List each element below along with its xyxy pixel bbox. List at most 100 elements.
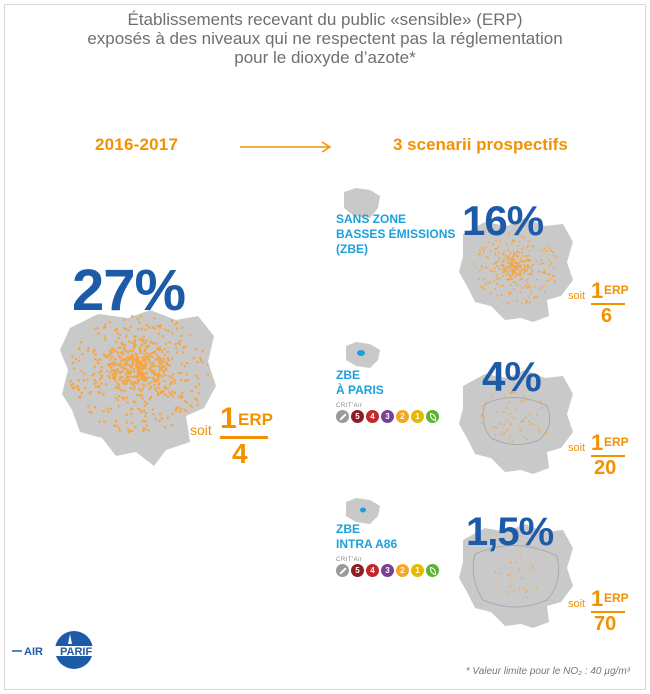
erp-dot <box>143 366 146 369</box>
erp-dot <box>170 376 173 379</box>
erp-dot <box>194 348 197 351</box>
erp-dot <box>143 378 147 381</box>
erp-dot <box>126 401 129 404</box>
erp-dot <box>113 424 116 427</box>
erp-dot <box>74 358 77 361</box>
erp-dot <box>127 428 130 431</box>
erp-dot <box>512 273 514 276</box>
erp-dot <box>510 278 512 281</box>
erp-dot <box>113 363 116 366</box>
erp-dot <box>103 326 106 329</box>
erp-dot <box>522 255 524 257</box>
erp-dot <box>151 408 154 411</box>
erp-dot <box>143 356 146 359</box>
erp-dot <box>109 407 112 411</box>
erp-dot <box>83 372 86 375</box>
percent-scenario-2: 4% <box>482 353 542 400</box>
erp-dot <box>512 281 515 283</box>
erp-dot <box>125 334 128 337</box>
erp-dot <box>157 358 160 361</box>
erp-dot <box>133 343 136 346</box>
erp-dot <box>512 269 515 271</box>
erp-dot <box>549 273 551 276</box>
erp-dot <box>508 257 510 259</box>
erp-dot <box>127 363 130 367</box>
erp-dot <box>182 346 186 349</box>
erp-dot <box>154 380 158 383</box>
erp-dot <box>159 361 162 364</box>
erp-dot <box>116 368 119 371</box>
erp-dot <box>553 255 555 257</box>
erp-dot <box>514 267 517 270</box>
erp-dot <box>123 364 126 367</box>
erp-dot <box>122 347 126 350</box>
erp-dot <box>541 407 543 409</box>
erp-dot <box>493 267 496 269</box>
erp-dot <box>531 270 534 273</box>
erp-dot <box>137 369 140 372</box>
erp-dot <box>175 406 178 409</box>
erp-dot <box>524 285 526 288</box>
erp-dot <box>499 277 501 280</box>
erp-dot <box>509 291 512 294</box>
erp-dot <box>105 383 108 386</box>
erp-dot <box>196 399 199 402</box>
erp-dot <box>167 329 170 333</box>
erp-dot <box>520 278 523 281</box>
erp-dot <box>155 353 158 356</box>
erp-dot <box>143 349 146 352</box>
erp-dot <box>125 379 128 382</box>
erp-dot <box>509 262 511 265</box>
erp-dot <box>512 261 514 264</box>
erp-dot <box>141 371 144 374</box>
erp-dot <box>114 374 118 377</box>
erp-dot <box>516 250 519 253</box>
erp-dots-scenario-3 <box>494 556 538 599</box>
erp-dot <box>496 261 499 263</box>
erp-dot <box>145 345 148 348</box>
erp-dot <box>518 274 521 276</box>
erp-dot <box>512 272 515 275</box>
erp-dot <box>522 587 525 589</box>
erp-dot <box>527 259 530 261</box>
erp-dot <box>515 272 518 274</box>
erp-dot <box>526 589 528 592</box>
erp-dot <box>523 436 525 439</box>
critair-badge-4: 4 <box>366 564 379 577</box>
erp-dot <box>501 433 503 436</box>
erp-dot <box>521 277 524 279</box>
erp-dot <box>163 387 167 390</box>
erp-dot <box>149 367 152 370</box>
erp-dot <box>506 244 508 247</box>
erp-dot <box>503 410 505 413</box>
erp-dot <box>107 410 110 413</box>
erp-dot <box>502 267 505 270</box>
ratio-unit: ERP <box>604 591 629 605</box>
erp-dot <box>507 268 509 271</box>
erp-dot <box>113 378 117 381</box>
erp-dot <box>172 373 175 376</box>
erp-dot <box>186 379 189 382</box>
erp-dot <box>509 275 512 277</box>
erp-dot <box>520 257 522 260</box>
erp-dot <box>132 356 135 359</box>
erp-dot <box>124 382 127 386</box>
erp-dot <box>480 285 482 288</box>
erp-dot <box>145 379 148 382</box>
leaf-icon <box>426 564 439 577</box>
erp-dot <box>553 282 556 284</box>
erp-dot <box>519 400 522 402</box>
erp-dot <box>157 332 160 335</box>
erp-dot <box>487 257 490 259</box>
erp-dot <box>527 285 530 288</box>
erp-dot <box>140 389 143 392</box>
erp-dot <box>119 388 122 391</box>
erp-dot <box>479 252 482 255</box>
erp-dot <box>540 286 542 289</box>
erp-dot <box>129 387 132 390</box>
map-scenario-2 <box>459 370 573 474</box>
critair-label-scenario-3: CRIT'Air <box>336 557 363 563</box>
erp-dot <box>159 374 162 377</box>
erp-dot <box>186 361 189 365</box>
erp-dot <box>163 385 167 388</box>
